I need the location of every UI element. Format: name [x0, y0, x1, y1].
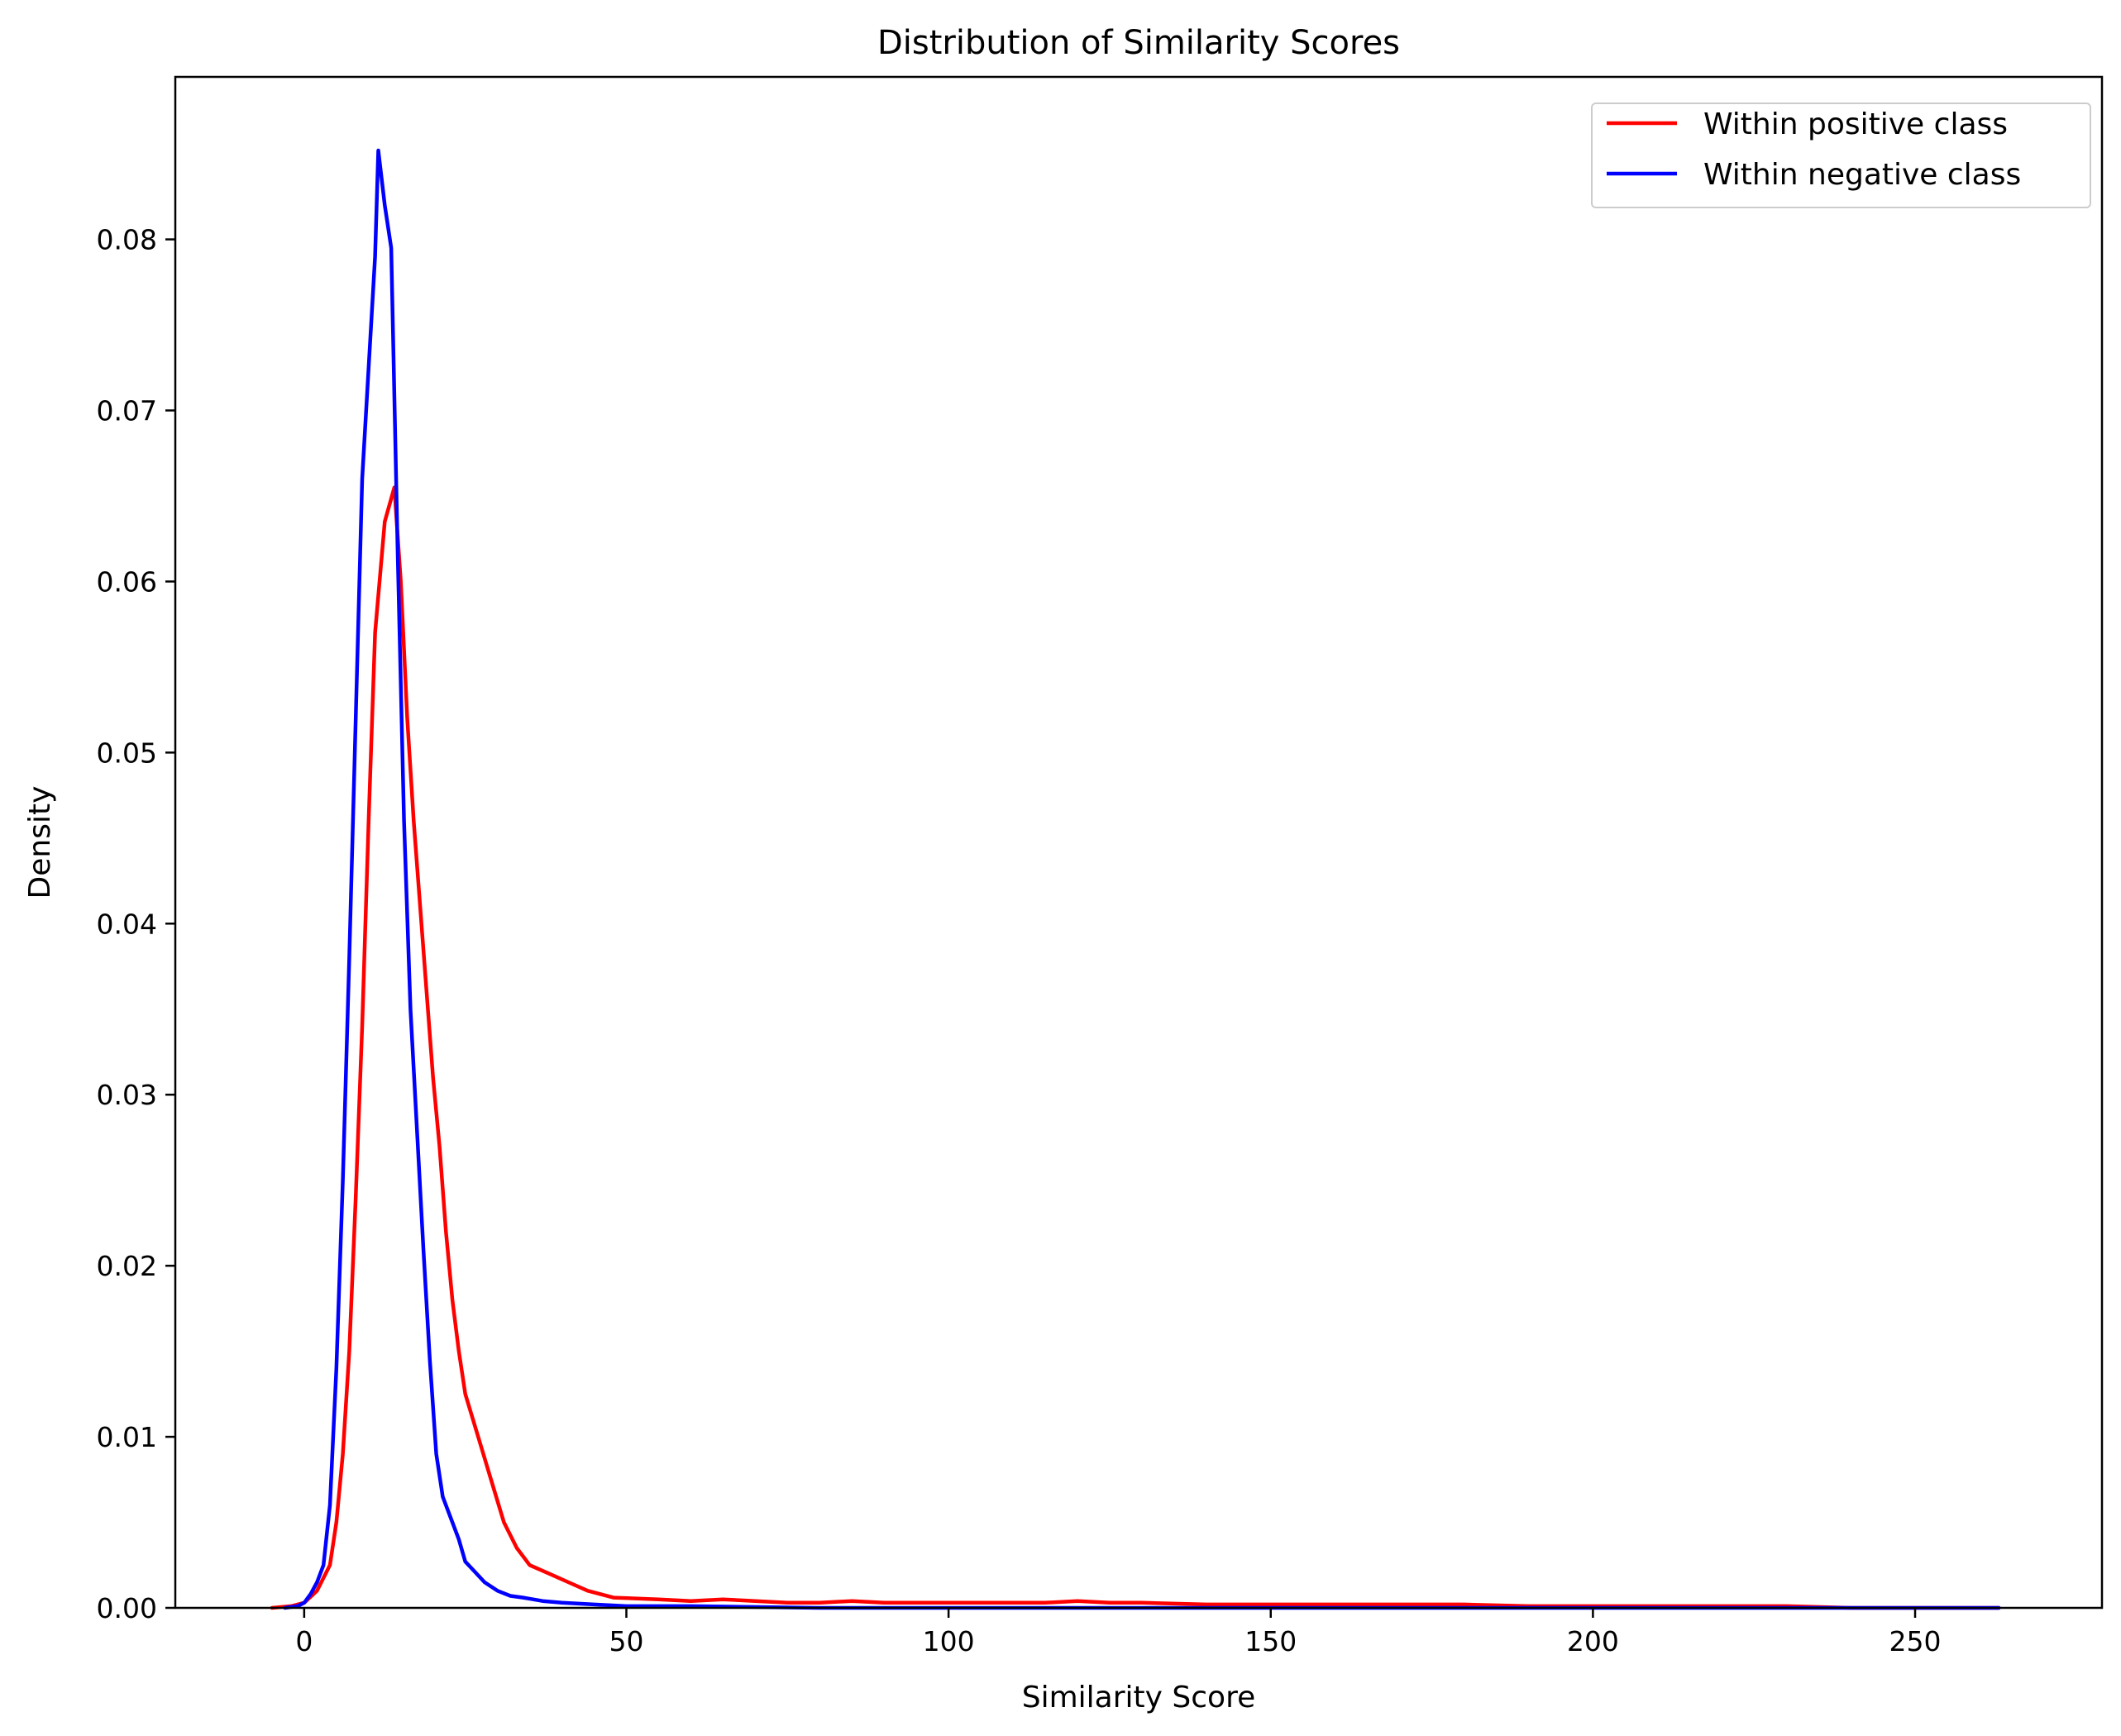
x-tick-label: 200 [1567, 1625, 1619, 1657]
y-tick-label: 0.01 [97, 1421, 157, 1453]
series-lines [270, 148, 2001, 1610]
plot-frame [174, 75, 2104, 1610]
x-tick-label: 150 [1244, 1625, 1297, 1657]
x-axis-ticks: 0 50 100 150 200 250 [295, 1608, 1942, 1657]
y-tick-label: 0.03 [97, 1079, 157, 1111]
legend: Within positive class Within negative cl… [1591, 103, 2091, 208]
y-tick-label: 0.06 [97, 565, 157, 598]
y-tick-label: 0.02 [97, 1250, 157, 1282]
x-axis-label: Similarity Score [1022, 1681, 1255, 1715]
plot-area [174, 75, 2104, 1610]
y-tick-label: 0.08 [97, 224, 157, 256]
chart-title: Distribution of Similarity Scores [877, 24, 1400, 62]
series-line-negative [283, 148, 2001, 1610]
y-tick-label: 0.05 [97, 737, 157, 769]
series-line-positive [270, 485, 2001, 1610]
x-tick-label: 0 [295, 1625, 313, 1657]
x-tick-label: 250 [1889, 1625, 1942, 1657]
legend-box [1591, 103, 2091, 208]
legend-label-positive: Within positive class [1703, 107, 2008, 141]
y-tick-label: 0.00 [97, 1592, 157, 1624]
legend-label-negative: Within negative class [1703, 158, 2021, 192]
y-axis-label: Density [23, 786, 57, 899]
x-tick-label: 100 [923, 1625, 975, 1657]
y-axis-ticks: 0.00 0.01 0.02 0.03 0.04 0.05 0.06 0.07 0.08 [97, 224, 175, 1624]
x-tick-label: 50 [609, 1625, 643, 1657]
y-tick-label: 0.04 [97, 908, 157, 940]
y-tick-label: 0.07 [97, 395, 157, 427]
